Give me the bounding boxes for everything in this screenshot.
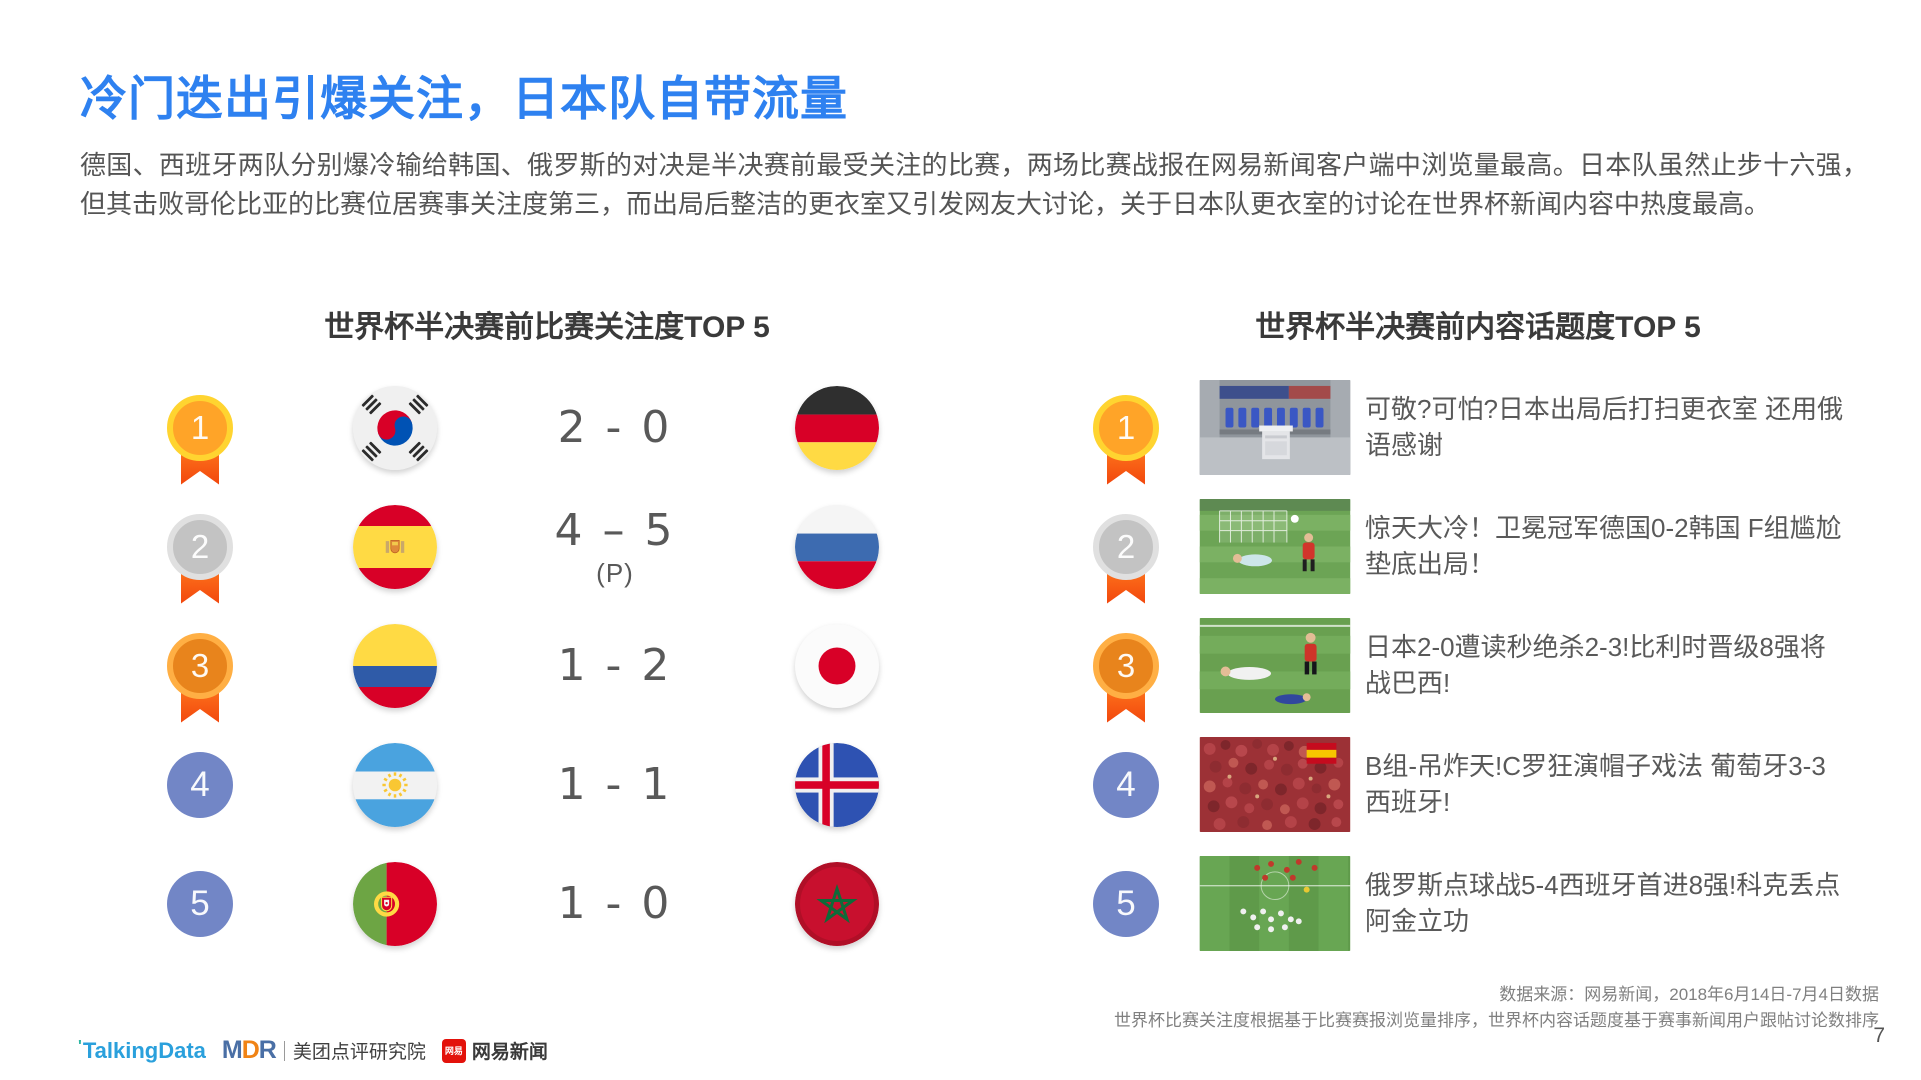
match-ranking-panel: 世界杯半决赛前比赛关注度TOP 5 1 (130, 302, 964, 963)
intro-paragraph: 德国、西班牙两队分别爆冷输给韩国、俄罗斯的对决是半决赛前最受关注的比赛，两场比赛… (80, 150, 1868, 219)
locker-room-thumbnail (1199, 380, 1351, 475)
netease-badge-icon: 网易 (441, 1038, 466, 1063)
footer-logos: 'TalkingData MDR 美团点评研究院 网易 网易新闻 (78, 1036, 548, 1065)
japan-flag-icon (795, 623, 879, 708)
topic-headline: 日本2-0遭读秒绝杀2-3!比利时晋级8强将战巴西! (1365, 631, 1826, 698)
data-source-line-1: 数据来源：网易新闻，2018年6月14日-7月4日数据 (1499, 985, 1879, 1004)
mdr-wordmark: MDR (221, 1036, 277, 1064)
match-score: 1 - 0 (557, 878, 673, 929)
rank-3-medal-icon: 3 (1093, 632, 1159, 723)
rank-2-medal-icon: 2 (167, 513, 233, 604)
match-score: 4 – 5 (P) (554, 504, 676, 588)
rank-1-medal-icon: 1 (1093, 394, 1159, 485)
colombia-flag-icon (353, 623, 437, 708)
match-row-3: 3 1 - 2 (130, 606, 964, 725)
topic-headline: B组-吊炸天!C罗狂演帽子戏法 葡萄牙3-3西班牙! (1365, 750, 1826, 817)
match-row-5: 5 1 - 0 (130, 844, 964, 963)
data-source-line-2: 世界杯比赛关注度根据基于比赛赛报浏览量排序，世界杯内容话题度基于赛事新闻用户跟帖… (1114, 1010, 1879, 1030)
match-score: 1 - 1 (557, 759, 673, 810)
rank-1-medal-icon: 1 (167, 394, 233, 485)
match-row-2: 2 4 – 5 (P) (130, 487, 964, 606)
page-number: 7 (1873, 1024, 1885, 1047)
rank-5-medal-icon: 5 (167, 870, 233, 937)
topic-row-5: 5 (1059, 844, 1897, 963)
spain-flag-icon (353, 504, 437, 589)
rank-4-medal-icon: 4 (1093, 751, 1159, 818)
pitch-celebration-thumbnail (1199, 856, 1351, 951)
topic-row-1: 1 (1059, 368, 1897, 487)
rank-2-medal-icon: 2 (1093, 513, 1159, 604)
rank-4-medal-icon: 4 (167, 751, 233, 818)
topic-row-2: 2 (1059, 487, 1897, 606)
topic-row-3: 3 日本2-0遭读秒绝杀2-3!比利时晋级8强将战巴西! (1059, 606, 1897, 725)
germany-flag-icon (795, 385, 879, 470)
red-fans-crowd-thumbnail (1199, 737, 1351, 832)
argentina-flag-icon (353, 742, 437, 827)
match-score: 2 - 0 (557, 402, 673, 453)
topic-headline: 俄罗斯点球战5-4西班牙首进8强!科克丢点阿金立功 (1365, 869, 1841, 936)
match-ranking-heading: 世界杯半决赛前比赛关注度TOP 5 (324, 311, 770, 344)
topic-ranking-heading: 世界杯半决赛前内容话题度TOP 5 (1255, 311, 1701, 344)
topic-headline: 可敬?可怕?日本出局后打扫更衣室 还用俄语感谢 (1365, 393, 1844, 460)
match-row-1: 1 (130, 368, 964, 487)
goal-save-thumbnail (1199, 499, 1351, 594)
topic-ranking-panel: 世界杯半决赛前内容话题度TOP 5 1 (1059, 302, 1897, 963)
netease-news-logo: 网易 网易新闻 (441, 1037, 548, 1064)
match-score: 1 - 2 (557, 640, 673, 691)
topic-row-4: 4 (1059, 725, 1897, 844)
russia-flag-icon (795, 504, 879, 589)
logo-divider (283, 1040, 285, 1061)
match-ranking-rows: 1 (130, 368, 964, 963)
match-row-4: 4 (130, 725, 964, 844)
players-on-pitch-thumbnail (1199, 618, 1351, 713)
topic-headline: 惊天大冷！卫冕冠军德国0-2韩国 F组尴尬垫底出局！ (1365, 512, 1842, 579)
morocco-flag-icon (795, 861, 879, 946)
meituan-dianping-research-logo: MDR 美团点评研究院 (222, 1036, 426, 1065)
portugal-flag-icon (353, 861, 437, 946)
netease-news-label: 网易新闻 (471, 1042, 548, 1063)
talkingdata-logo: 'TalkingData (78, 1037, 206, 1063)
page-title: 冷门迭出引爆关注，日本队自带流量 (80, 72, 848, 125)
mdr-suffix-label: 美团点评研究院 (292, 1042, 426, 1063)
talkingdata-tick-icon: ' (78, 1037, 82, 1055)
data-source-notes: 数据来源：网易新闻，2018年6月14日-7月4日数据 世界杯比赛关注度根据基于… (1114, 982, 1879, 1033)
south-korea-flag-icon (353, 385, 437, 470)
rank-3-medal-icon: 3 (167, 632, 233, 723)
rank-5-medal-icon: 5 (1093, 870, 1159, 937)
topic-ranking-rows: 1 (1059, 368, 1897, 963)
iceland-flag-icon (795, 742, 879, 827)
